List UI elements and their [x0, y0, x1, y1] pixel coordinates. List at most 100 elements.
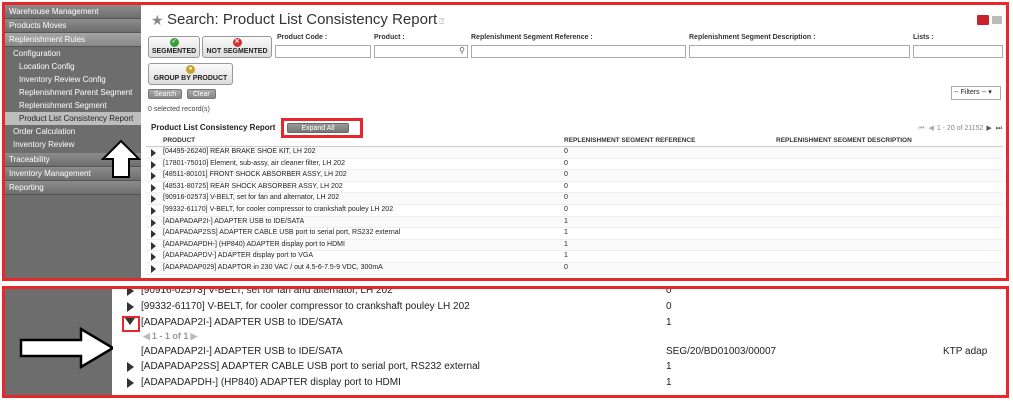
table-row[interactable]: [48531-80725] REAR SHOCK ABSORBER ASSY, …	[146, 182, 1003, 194]
table-row[interactable]: [ADAPADAP029] ADAPTOR in 230 VAC / out 4…	[146, 262, 1003, 275]
table-row[interactable]: [99332-61170] V-BELT, for cooler compres…	[146, 205, 1003, 217]
cell-product: [48531-80725] REAR SHOCK ABSORBER ASSY, …	[163, 182, 343, 190]
segment-description-label: Replenishment Segment Description :	[689, 34, 816, 41]
col-segment-reference-header[interactable]: REPLENISHMENT SEGMENT REFERENCE	[564, 137, 696, 144]
cell-product: [90916-02573] V-BELT, set for fan and al…	[163, 194, 340, 202]
expand-row-icon[interactable]	[151, 230, 156, 239]
nav-item-replenishment-segment[interactable]: Replenishment Segment	[19, 101, 107, 110]
expand-row-icon[interactable]	[151, 149, 156, 157]
table-row[interactable]: [ADAPADAPDH-] (HP840) ADAPTER display po…	[146, 239, 1003, 252]
nav-item-order-calculation[interactable]: Order Calculation	[5, 125, 141, 138]
cell-segment-reference: 0	[564, 205, 568, 213]
prev-page-icon[interactable]: ◀	[928, 125, 934, 132]
cell-segment-reference: 1	[564, 217, 568, 225]
grid-view-icon[interactable]	[992, 16, 1002, 24]
nav-submenu-configuration[interactable]: Configuration	[5, 47, 141, 60]
table-row[interactable]: [99332-61170] V-BELT, for cooler compres…	[113, 299, 1006, 315]
cross-icon: ✕	[232, 38, 242, 47]
expanded-toggle-highlight	[122, 316, 140, 332]
nav-section-inventory-management[interactable]: Inventory Management	[5, 167, 141, 181]
zoom-panel: [90916-02573] V-BELT, set for fan and al…	[2, 286, 1009, 398]
product-code-input[interactable]	[275, 45, 371, 58]
table-row[interactable]: [90916-02573] V-BELT, set for fan and al…	[113, 289, 1006, 299]
table-row[interactable]: [17801-75010] Element, sub-assy, air cle…	[146, 159, 1003, 171]
expand-row-icon[interactable]	[151, 160, 156, 169]
product-input[interactable]: ⚲	[374, 45, 468, 58]
product-label: Product :	[374, 34, 405, 41]
sub-table-row[interactable]: [ADAPADAP2I-] ADAPTER USB to IDE/SATA SE…	[141, 346, 988, 357]
expand-row-icon[interactable]	[151, 264, 156, 273]
cell-product: [48511-80101] FRONT SHOCK ABSORBER ASSY,…	[163, 171, 347, 179]
col-segment-description-header[interactable]: REPLENISHMENT SEGMENT DESCRIPTION	[776, 137, 912, 144]
lists-input[interactable]	[913, 45, 1003, 58]
report-grid: PRODUCT REPLENISHMENT SEGMENT REFERENCE …	[146, 136, 1003, 275]
cell-segment-reference: 1	[564, 229, 568, 237]
expand-row-icon[interactable]	[151, 195, 156, 204]
first-page-icon[interactable]: ⏮	[918, 125, 925, 132]
table-row[interactable]: [90916-02573] V-BELT, set for fan and al…	[146, 193, 1003, 205]
star-icon[interactable]: ★	[151, 12, 164, 28]
expand-row-icon[interactable]	[151, 172, 156, 181]
expand-row-icon[interactable]	[127, 362, 134, 372]
table-row[interactable]: [ADAPADAPDH-] (HP840) ADAPTER display po…	[113, 375, 1006, 391]
clear-button[interactable]: Clear	[187, 89, 216, 99]
next-page-icon[interactable]: ▶	[986, 125, 992, 132]
help-icon[interactable]: ⍰	[437, 17, 445, 26]
table-row[interactable]: [04495-26240] REAR BRAKE SHOE KIT, LH 20…	[146, 147, 1003, 159]
table-row[interactable]: [48511-80101] FRONT SHOCK ABSORBER ASSY,…	[146, 170, 1003, 182]
cell-segment-reference: 0	[564, 263, 568, 271]
cell-product: [17801-75010] Element, sub-assy, air cle…	[163, 159, 345, 167]
view-toggle[interactable]	[977, 15, 1003, 25]
table-row[interactable]: [ADAPADAPDV-] ADAPTER display port to VG…	[146, 251, 1003, 263]
cell-segment-reference: 0	[564, 182, 568, 190]
nav-item-location-config[interactable]: Location Config	[19, 62, 75, 71]
cell-product: [ADAPADAP029] ADAPTOR in 230 VAC / out 4…	[163, 263, 383, 271]
segment-description-input[interactable]	[689, 45, 910, 58]
pager: ⏮ ◀ 1 - 20 of 21152 ▶ ⏭	[917, 124, 1003, 133]
segment-reference-input[interactable]	[471, 45, 686, 58]
check-icon: ✓	[169, 38, 179, 47]
nav-section-products-moves[interactable]: Products Moves	[5, 19, 141, 33]
expand-row-icon[interactable]	[127, 378, 134, 388]
nav-section-warehouse[interactable]: Warehouse Management	[5, 5, 141, 19]
next-page-icon[interactable]: ▶	[190, 331, 198, 341]
expand-row-icon[interactable]	[151, 183, 156, 192]
table-row-expanded[interactable]: [ADAPADAP2I-] ADAPTER USB to IDE/SATA 1	[113, 315, 1006, 331]
nav-item-product-list-consistency-report[interactable]: Product List Consistency Report	[5, 112, 141, 125]
chevron-down-icon: ▾	[986, 89, 992, 96]
col-product-header[interactable]: PRODUCT	[163, 137, 196, 144]
table-row[interactable]: [ADAPADAP2SS] ADAPTER CABLE USB port to …	[113, 359, 1006, 375]
list-caption: Product List Consistency Report	[151, 123, 276, 132]
expand-row-icon[interactable]	[127, 289, 134, 296]
nav-item-inventory-review[interactable]: Inventory Review	[5, 138, 141, 151]
zoom-content: [90916-02573] V-BELT, set for fan and al…	[113, 289, 1006, 395]
filters-select[interactable]: -- Filters -- ▾	[951, 86, 1001, 100]
expand-row-icon[interactable]	[151, 206, 156, 215]
cell-segment-reference: 0	[564, 159, 568, 167]
not-segmented-filter-button[interactable]: ✕ NOT SEGMENTED	[202, 36, 272, 58]
expand-row-icon[interactable]	[151, 241, 156, 250]
nav-item-replenishment-parent-segment[interactable]: Replenishment Parent Segment	[19, 88, 133, 97]
group-by-product-button[interactable]: ● GROUP BY PRODUCT	[148, 63, 233, 85]
expand-row-icon[interactable]	[151, 253, 156, 262]
pager-text: 1 - 20 of 21152	[936, 125, 984, 132]
last-page-icon[interactable]: ⏭	[995, 125, 1002, 132]
table-row[interactable]: [ADAPADAP2SS] ADAPTER CABLE USB port to …	[146, 228, 1003, 240]
expand-row-icon[interactable]	[151, 218, 156, 227]
list-view-icon[interactable]	[977, 15, 989, 25]
cell-product: [99332-61170] V-BELT, for cooler compres…	[163, 205, 394, 213]
segmented-filter-button[interactable]: ✓ SEGMENTED	[148, 36, 200, 58]
segment-reference-label: Replenishment Segment Reference :	[471, 34, 593, 41]
expand-all-button[interactable]: Expand All	[287, 123, 349, 133]
expand-row-icon[interactable]	[127, 302, 134, 312]
search-icon[interactable]: ⚲	[459, 46, 465, 55]
selected-count: 0 selected record(s)	[148, 106, 210, 113]
search-button[interactable]: Search	[148, 89, 183, 99]
table-row[interactable]: [ADAPADAP2I-] ADAPTER USB to IDE/SATA 1	[146, 216, 1003, 229]
prev-page-icon[interactable]: ◀	[143, 331, 150, 341]
nav-section-replenishment-rules[interactable]: Replenishment Rules	[5, 33, 141, 47]
collapse-row-icon[interactable]	[125, 318, 135, 325]
cell-segment-reference: 0	[564, 148, 568, 155]
nav-section-reporting[interactable]: Reporting	[5, 181, 141, 195]
nav-item-inventory-review-config[interactable]: Inventory Review Config	[19, 75, 106, 84]
